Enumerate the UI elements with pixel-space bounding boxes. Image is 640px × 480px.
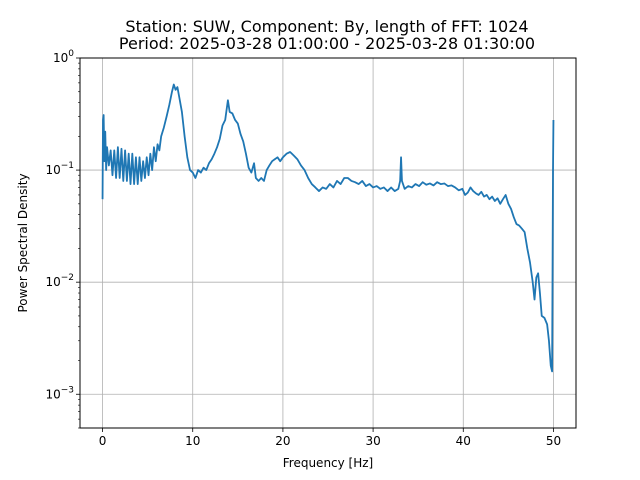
chart-title-line1: Station: SUW, Component: By, length of F… (125, 17, 528, 36)
y-tick-label: 10−1 (45, 161, 74, 177)
x-axis-label: Frequency [Hz] (283, 456, 374, 470)
x-tick-label: 10 (185, 434, 200, 448)
plot-frame (79, 57, 577, 429)
x-tick-label: 30 (365, 434, 380, 448)
y-axis-label: Power Spectral Density (16, 173, 30, 312)
y-tick-label: 10−2 (45, 273, 74, 289)
psd-series-line (101, 83, 555, 373)
y-tick-label: 10−3 (45, 385, 74, 401)
ticks: 0 10 20 30 40 50 10−3 10−2 10−1 100 (45, 49, 561, 448)
y-tick-label: 100 (53, 49, 74, 65)
x-tick-label: 50 (546, 434, 561, 448)
series-layer (101, 83, 555, 373)
chart-title-line2: Period: 2025-03-28 01:00:00 - 2025-03-28… (119, 34, 535, 53)
x-tick-label: 40 (456, 434, 471, 448)
x-tick-label: 20 (275, 434, 290, 448)
x-tick-label: 0 (99, 434, 107, 448)
grid (80, 57, 576, 428)
